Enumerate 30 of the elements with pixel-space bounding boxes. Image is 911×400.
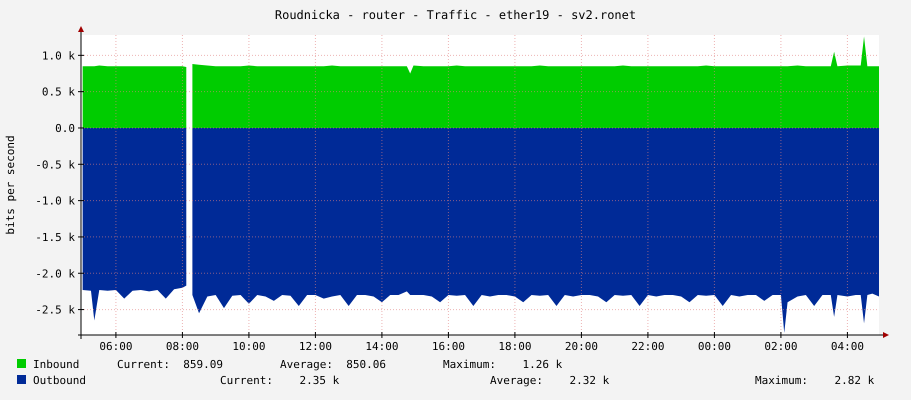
x-tick-label: 22:00 (631, 340, 664, 353)
legend-label: Inbound (33, 358, 80, 371)
text: Maximum: 2.82 k (755, 374, 875, 387)
y-tick-label: -1.0 k (35, 194, 76, 208)
x-tick-label: 06:00 (99, 340, 132, 353)
x-tick-label: 14:00 (365, 340, 398, 353)
y-tick-label: -1.5 k (35, 230, 76, 244)
x-tick-label: 10:00 (232, 340, 266, 353)
text: Maximum: 1.26 k (443, 358, 563, 371)
y-tick-label: -2.0 k (35, 267, 76, 280)
text: Current: 859.09 (117, 358, 223, 371)
y-tick-label: 1.0 k (42, 49, 76, 62)
x-tick-label: 00:00 (698, 340, 731, 353)
legend-label: Outbound (33, 374, 86, 387)
x-tick-label: 12:00 (298, 340, 332, 353)
y-tick-label: 0.0 (55, 122, 75, 135)
y-tick-label: -0.5 k (35, 158, 76, 172)
x-tick-label: 16:00 (432, 340, 465, 353)
text: Average: 2.32 k (490, 374, 610, 387)
y-tick-label: -2.5 k (35, 304, 76, 317)
chart-title: Roudnicka - router - Traffic - ether19 - sv2.ronet (274, 8, 636, 22)
text: Average: 850.06 (280, 358, 386, 371)
x-tick-label: 04:00 (830, 340, 864, 353)
text: Current: 2.35 k (220, 374, 340, 387)
x-tick-label: 02:00 (764, 340, 798, 353)
y-tick-label: 0.5 k (42, 86, 76, 99)
y-axis-title: bits per second (4, 135, 17, 235)
x-tick-label: 08:00 (166, 340, 199, 353)
x-tick-label: 18:00 (498, 340, 532, 353)
x-tick-label: 20:00 (564, 340, 598, 353)
